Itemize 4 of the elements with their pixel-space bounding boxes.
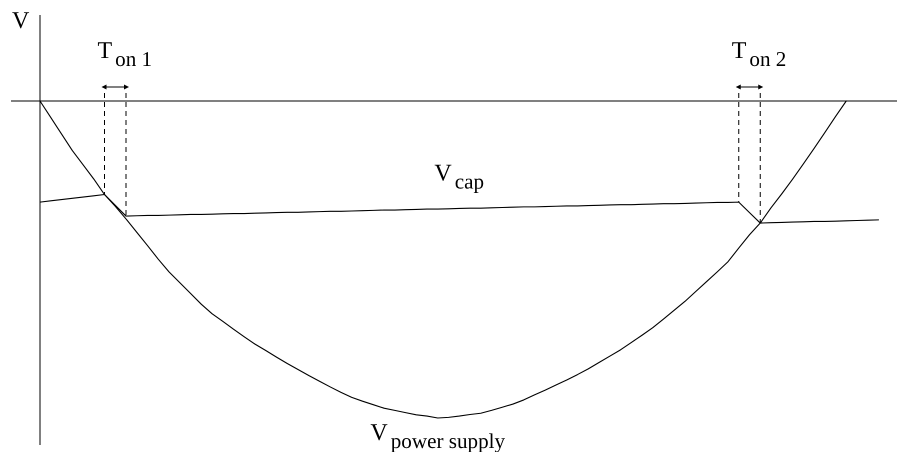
text: T$_{on 1}$ (98, 38, 152, 71)
text: T$_{on 2}$ (732, 38, 786, 71)
series-label: V$_{cap}$ (434, 160, 484, 194)
y-axis-title: V (12, 8, 30, 34)
